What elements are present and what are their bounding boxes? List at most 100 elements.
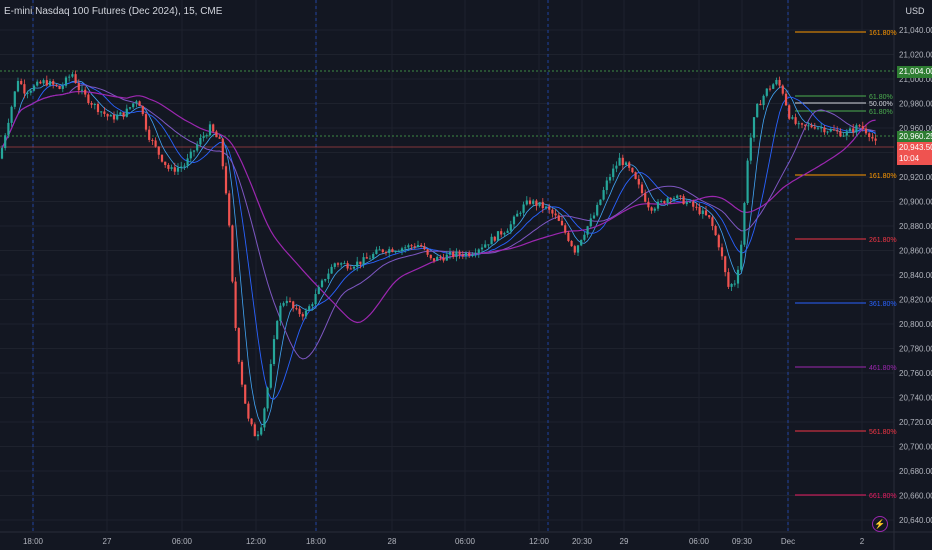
candle-body [605, 180, 608, 191]
candle-body [474, 253, 477, 255]
candle-body [13, 91, 16, 107]
price-tick: 20,680.00 [899, 467, 932, 476]
candle-body [688, 201, 692, 203]
candle-body [231, 225, 234, 282]
candle-body [288, 300, 292, 302]
candle-body [727, 272, 730, 287]
candle-body [282, 303, 285, 306]
candle-body [493, 236, 496, 241]
candle-body [861, 126, 864, 129]
candle-body [557, 215, 560, 221]
candle-body [676, 195, 679, 199]
candle-body [23, 84, 26, 94]
candle-body [695, 206, 698, 208]
candle-body [298, 308, 301, 315]
candle-body [640, 184, 644, 194]
candle-body [461, 254, 464, 257]
candle-body [791, 117, 794, 119]
price-tick: 20,860.00 [899, 247, 932, 256]
price-tick: 21,040.00 [899, 26, 932, 35]
countdown-tag: 10:04 [897, 153, 932, 165]
candle-body [260, 427, 263, 435]
candle-body [253, 424, 256, 437]
candle-body [516, 213, 519, 217]
candle-body [509, 224, 512, 231]
candle-body [455, 251, 458, 258]
candle-body [768, 88, 772, 90]
candle-body [359, 261, 362, 265]
candle-body [173, 167, 176, 172]
candle-body [125, 108, 128, 117]
price-tick: 20,760.00 [899, 369, 932, 378]
candle-body [868, 133, 871, 137]
candle-body [119, 112, 122, 115]
candle-body [471, 254, 474, 257]
candle-body [781, 85, 784, 94]
candle-body [522, 204, 525, 213]
candle-body [541, 202, 544, 209]
candle-body [548, 206, 551, 210]
candle-body [330, 266, 333, 274]
fibonacci-levels: 161.80% 61.80%50.00%61.80% 161.80% 261.80% 3… [795, 30, 897, 500]
candle-body [436, 256, 439, 261]
candle-body [464, 252, 468, 257]
candle-body [266, 387, 269, 409]
open-level-tag: 20,960.25 [897, 131, 932, 143]
candle-body [733, 283, 736, 285]
symbol-title[interactable]: E-mini Nasdaq 100 Futures (Dec 2024), 15… [4, 6, 223, 17]
candle-body [772, 84, 775, 89]
candle-body [90, 102, 93, 105]
candle-body [189, 151, 192, 159]
candle-body [442, 257, 445, 261]
candle-body [167, 164, 170, 169]
candle-body [740, 244, 743, 270]
candle-body [93, 104, 96, 106]
candle-body [800, 123, 804, 125]
candle-body [816, 127, 820, 129]
price-tick: 20,800.00 [899, 320, 932, 329]
fib-label: 561.80% [869, 429, 897, 436]
candle-body [714, 226, 717, 236]
candle-body [576, 245, 580, 253]
candle-body [490, 236, 493, 245]
candle-body [164, 161, 167, 165]
candle-body [468, 252, 471, 257]
candle-body [154, 140, 157, 147]
candle-body [634, 172, 637, 179]
candle-body [52, 81, 55, 85]
candle-body [848, 128, 852, 132]
candle-body [32, 85, 36, 91]
candle-body [708, 215, 711, 218]
fib-label: 61.80% [869, 94, 893, 101]
price-axis[interactable]: 21,040.00 21,020.00 21,000.00 20,980.00 20,9… [899, 26, 932, 525]
candle-body [394, 251, 397, 253]
time-tick: 20:30 [572, 537, 593, 546]
candle-body [685, 202, 688, 205]
candle-body [55, 84, 58, 86]
candle-body [128, 107, 132, 109]
lightning-icon[interactable]: ⚡ [872, 516, 888, 532]
currency-label[interactable]: USD [905, 6, 925, 16]
candle-body [74, 74, 77, 84]
candle-body [240, 361, 244, 385]
candle-body [285, 300, 288, 304]
candle-body [391, 249, 394, 252]
candle-body [496, 231, 500, 241]
time-tick: 12:00 [246, 537, 267, 546]
candle-body [384, 252, 388, 254]
time-axis[interactable]: 18:00 27 06:00 12:00 18:00 28 06:00 12:00 20:30 2… [23, 537, 865, 546]
candle-body [583, 234, 586, 240]
candle-body [458, 251, 461, 255]
candle-body [122, 112, 125, 117]
candle-body [247, 403, 250, 419]
candle-body [234, 281, 237, 329]
high-level-tag: 21,004.00 [897, 66, 932, 78]
candle-body [580, 239, 583, 246]
time-tick: 06:00 [455, 537, 476, 546]
candle-body [807, 125, 810, 127]
candle-body [317, 286, 320, 295]
candle-body [39, 81, 42, 84]
candle-body [528, 200, 532, 204]
candle-body [397, 251, 400, 253]
